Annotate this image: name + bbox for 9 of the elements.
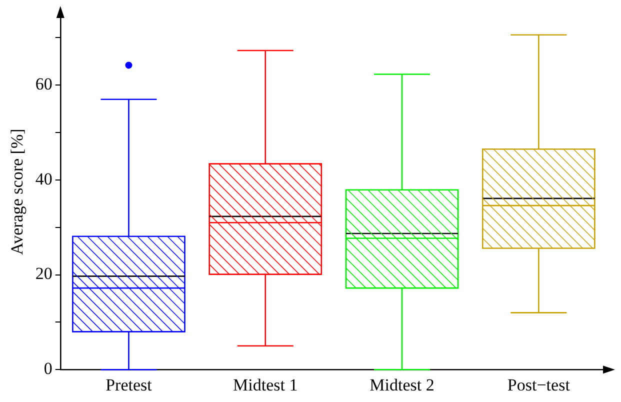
x-tick-label: Post−test bbox=[507, 375, 570, 394]
y-tick-label: 20 bbox=[35, 264, 52, 284]
y-axis-title: Average score [%] bbox=[8, 128, 27, 255]
y-tick-label: 40 bbox=[35, 169, 52, 188]
x-tick-label: Midtest 1 bbox=[233, 375, 298, 394]
x-tick-label: Midtest 2 bbox=[370, 375, 434, 394]
x-tick-label: Pretest bbox=[106, 375, 152, 394]
y-tick-label: 60 bbox=[35, 74, 52, 94]
y-tick-label: 0 bbox=[44, 359, 52, 378]
